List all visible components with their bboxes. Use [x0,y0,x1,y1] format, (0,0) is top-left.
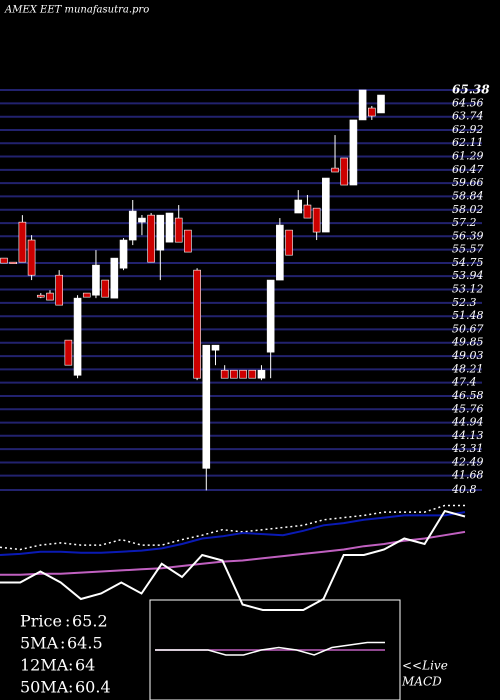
candle-body [322,177,330,233]
y-tick-label: 45.76 [451,402,484,415]
y-tick-label: 44.94 [451,416,484,429]
legend-value: 60.4 [75,678,111,697]
candle-body [202,344,211,469]
candle-body [266,279,275,353]
candle-body [9,261,17,264]
y-tick-label: 42.49 [451,455,484,468]
y-tick-label: 63.74 [452,110,484,123]
candle-body [138,217,146,223]
y-tick-label: 55.57 [452,243,484,256]
legend-sep: : [68,656,73,675]
legend-value: 65.2 [72,612,108,631]
candle-body [165,212,174,243]
y-tick-label: 50.67 [452,322,484,335]
legend-sep: : [60,634,65,653]
candle-body [220,369,229,379]
candle-body [36,294,45,298]
candle-body [27,239,36,276]
macd-panel [149,599,401,700]
candle-body [349,119,358,186]
y-tick-label: 59.66 [452,176,484,189]
legend-sep: : [65,612,70,631]
candle-body [193,269,201,379]
chart-title: AMEX EET munafasutra.pro [4,5,149,16]
y-tick-label: 60.47 [452,163,484,176]
candle-body [92,264,100,296]
y-tick-label: 40.8 [451,483,477,496]
candle-body [82,292,91,298]
candle-body [184,229,192,253]
candle-body [294,199,303,214]
candle-body [46,292,54,301]
y-tick-label: 48.21 [451,362,484,375]
indicator-line [0,530,466,576]
candle-body [377,94,385,114]
y-tick-label: 57.2 [452,216,477,229]
candle-body [101,279,109,298]
y-tick-label: 53.94 [452,269,484,282]
candle-body [147,214,155,263]
candle-body [257,369,266,379]
macd-label: MACD [401,675,442,689]
y-tick-label: 58.84 [452,189,484,202]
y-tick-label: 41.68 [451,469,484,482]
candle-body [239,369,247,379]
candle-body [128,210,137,241]
y-tick-label: 44.13 [451,429,484,442]
candle-body [0,257,8,264]
legend-value: 64.5 [67,634,103,653]
y-tick-label: 61.29 [452,150,484,163]
y-tick-label: 65.38 [452,83,490,97]
candle-body [55,274,63,306]
y-tick-label: 49.03 [451,349,484,362]
y-tick-label: 62.92 [452,123,484,136]
y-tick-label: 47.4 [451,376,477,389]
candle-body [156,214,165,251]
candle-body [18,221,27,263]
y-tick-label: 53.12 [452,283,484,296]
candle-body [340,157,349,186]
candle-body [73,297,82,376]
legend-value: 64 [75,656,95,675]
candle-body [358,89,367,121]
indicator-line [0,511,466,556]
legend-sep: : [68,678,73,697]
macd-line [155,641,385,656]
candle-body [331,167,339,173]
candle-body [285,229,293,256]
candle-body [368,107,376,117]
legend-label: 12MA [20,656,69,675]
y-tick-label: 56.39 [452,229,484,242]
indicator-line [0,504,465,551]
y-tick-label: 49.85 [451,336,484,349]
legend-label: 50MA [20,678,69,697]
y-tick-label: 54.75 [452,256,484,269]
candle-body [248,369,257,379]
y-tick-label: 64.56 [452,96,484,109]
candle-body [276,224,284,281]
y-tick-label: 52.3 [452,296,477,309]
candle-body [110,257,119,299]
candle-body [174,217,183,243]
candle-body [312,207,321,233]
candle-body [303,204,312,219]
candle-body [119,239,128,269]
y-tick-label: 51.48 [452,309,484,322]
live-label: <<Live [402,659,448,673]
indicator-line [0,509,466,611]
y-tick-label: 43.31 [451,442,484,455]
y-tick-label: 46.58 [451,389,484,402]
y-tick-label: 62.11 [452,136,484,149]
y-tick-label: 58.02 [452,203,484,216]
legend-label: 5MA [20,634,59,653]
candle-body [230,369,238,379]
legend-label: Price [20,612,62,631]
candle-body [211,344,220,351]
candle-body [64,339,73,366]
